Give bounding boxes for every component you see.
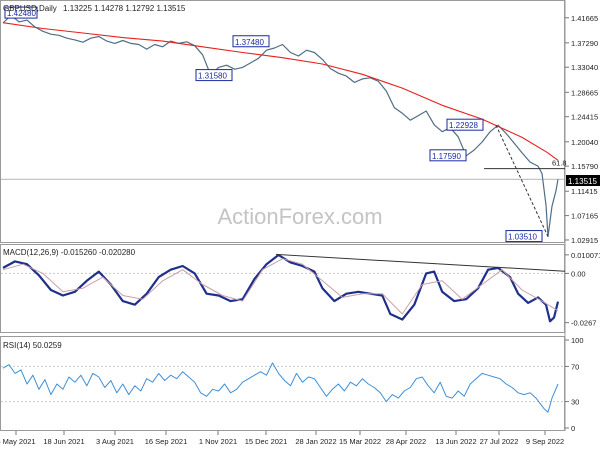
- x-tick-label: 28 Apr 2022: [386, 437, 426, 446]
- x-tick-label: 3 Aug 2021: [96, 437, 134, 446]
- x-tick-label: 18 Jun 2021: [43, 437, 84, 446]
- price-ytick-label: 1.33040: [571, 63, 598, 72]
- symbol-label: GBPUSD,Daily: [3, 4, 57, 13]
- price-ytick-label: 1.28665: [571, 88, 598, 97]
- x-tick-label: 5 May 2021: [0, 437, 36, 446]
- price-ytick-label: 1.02915: [571, 236, 598, 245]
- macd-ytick-label: 0.00: [571, 269, 586, 278]
- price-label: 1.31580: [198, 72, 227, 81]
- watermark: ActionForex.com: [217, 204, 382, 229]
- price-label: 1.03510: [508, 233, 537, 242]
- price-ytick-label: 1.11415: [571, 187, 598, 196]
- last-price-text: 1.13515: [568, 177, 597, 186]
- price-label: 1.42480: [7, 9, 36, 18]
- macd-trendline: [275, 253, 566, 272]
- x-tick-label: 28 Jan 2022: [295, 437, 336, 446]
- price-label-box: [4, 6, 38, 19]
- macd-series-signal: [2, 258, 559, 315]
- rsi-ytick-label: 70: [571, 362, 579, 371]
- rsi-series-rsi: [2, 362, 559, 413]
- price-ytick-label: 1.15790: [571, 162, 598, 171]
- last-price-tag: [566, 175, 600, 186]
- ohlc-values: 1.13225 1.14278 1.12792 1.13515: [63, 4, 186, 13]
- price-label-box: [429, 149, 467, 162]
- header-line: GBPUSD,Daily 1.13225 1.14278 1.12792 1.1…: [3, 4, 186, 13]
- dashed-trendline: [495, 124, 549, 237]
- x-tick-label: 13 Jun 2022: [435, 437, 476, 446]
- price-ytick-label: 1.41665: [571, 14, 598, 23]
- price-label-box: [505, 230, 543, 243]
- price-ytick-label: 1.24415: [571, 113, 598, 122]
- macd-ytick-label: -0.0267: [571, 319, 596, 328]
- x-tick-label: 1 Nov 2021: [199, 437, 237, 446]
- x-tick-label: 15 Dec 2021: [245, 437, 288, 446]
- x-tick-labels: 5 May 2021 18 Jun 2021 3 Aug 2021 16 Sep 20…: [0, 431, 564, 446]
- rsi-ytick-label: 100: [571, 336, 584, 345]
- price-ytick-label: 1.20040: [571, 138, 598, 147]
- x-tick-label: 16 Sep 2021: [145, 437, 188, 446]
- price-label-box: [446, 118, 484, 131]
- series-lines: [2, 14, 560, 413]
- macd-title: MACD(12,26,9) -0.015260 -0.020280: [3, 248, 136, 257]
- price-series-moving-average: [2, 22, 559, 161]
- price-ytick-label: 1.37290: [571, 39, 598, 48]
- macd-ytick-label: 0.010071: [571, 251, 600, 260]
- rsi-title: RSI(14) 50.0259: [3, 341, 62, 350]
- x-tick-label: 9 Sep 2022: [526, 437, 564, 446]
- price-label-box: [232, 35, 270, 48]
- price-ytick-label: 1.07165: [571, 212, 598, 221]
- price-series-price: [2, 14, 559, 238]
- price-label: 1.17590: [432, 152, 461, 161]
- rsi-ytick-label: 0: [571, 424, 575, 433]
- price-label: 1.22928: [449, 121, 478, 130]
- fib-level-label: 61.8: [552, 159, 567, 168]
- y-tick-labels: 1.41665 1.37290 1.33040 1.28665 1.24415 1.200…: [565, 14, 600, 433]
- x-tick-label: 15 Mar 2022: [339, 437, 381, 446]
- price-label: 1.37480: [235, 38, 264, 47]
- x-tick-label: 27 Jul 2022: [480, 437, 519, 446]
- price-label-box: [195, 69, 233, 82]
- annotations: 1.42480 1.37480 1.31580 1.22928 1.17590 1.035…: [1, 6, 567, 272]
- rsi-ytick-label: 30: [571, 398, 579, 407]
